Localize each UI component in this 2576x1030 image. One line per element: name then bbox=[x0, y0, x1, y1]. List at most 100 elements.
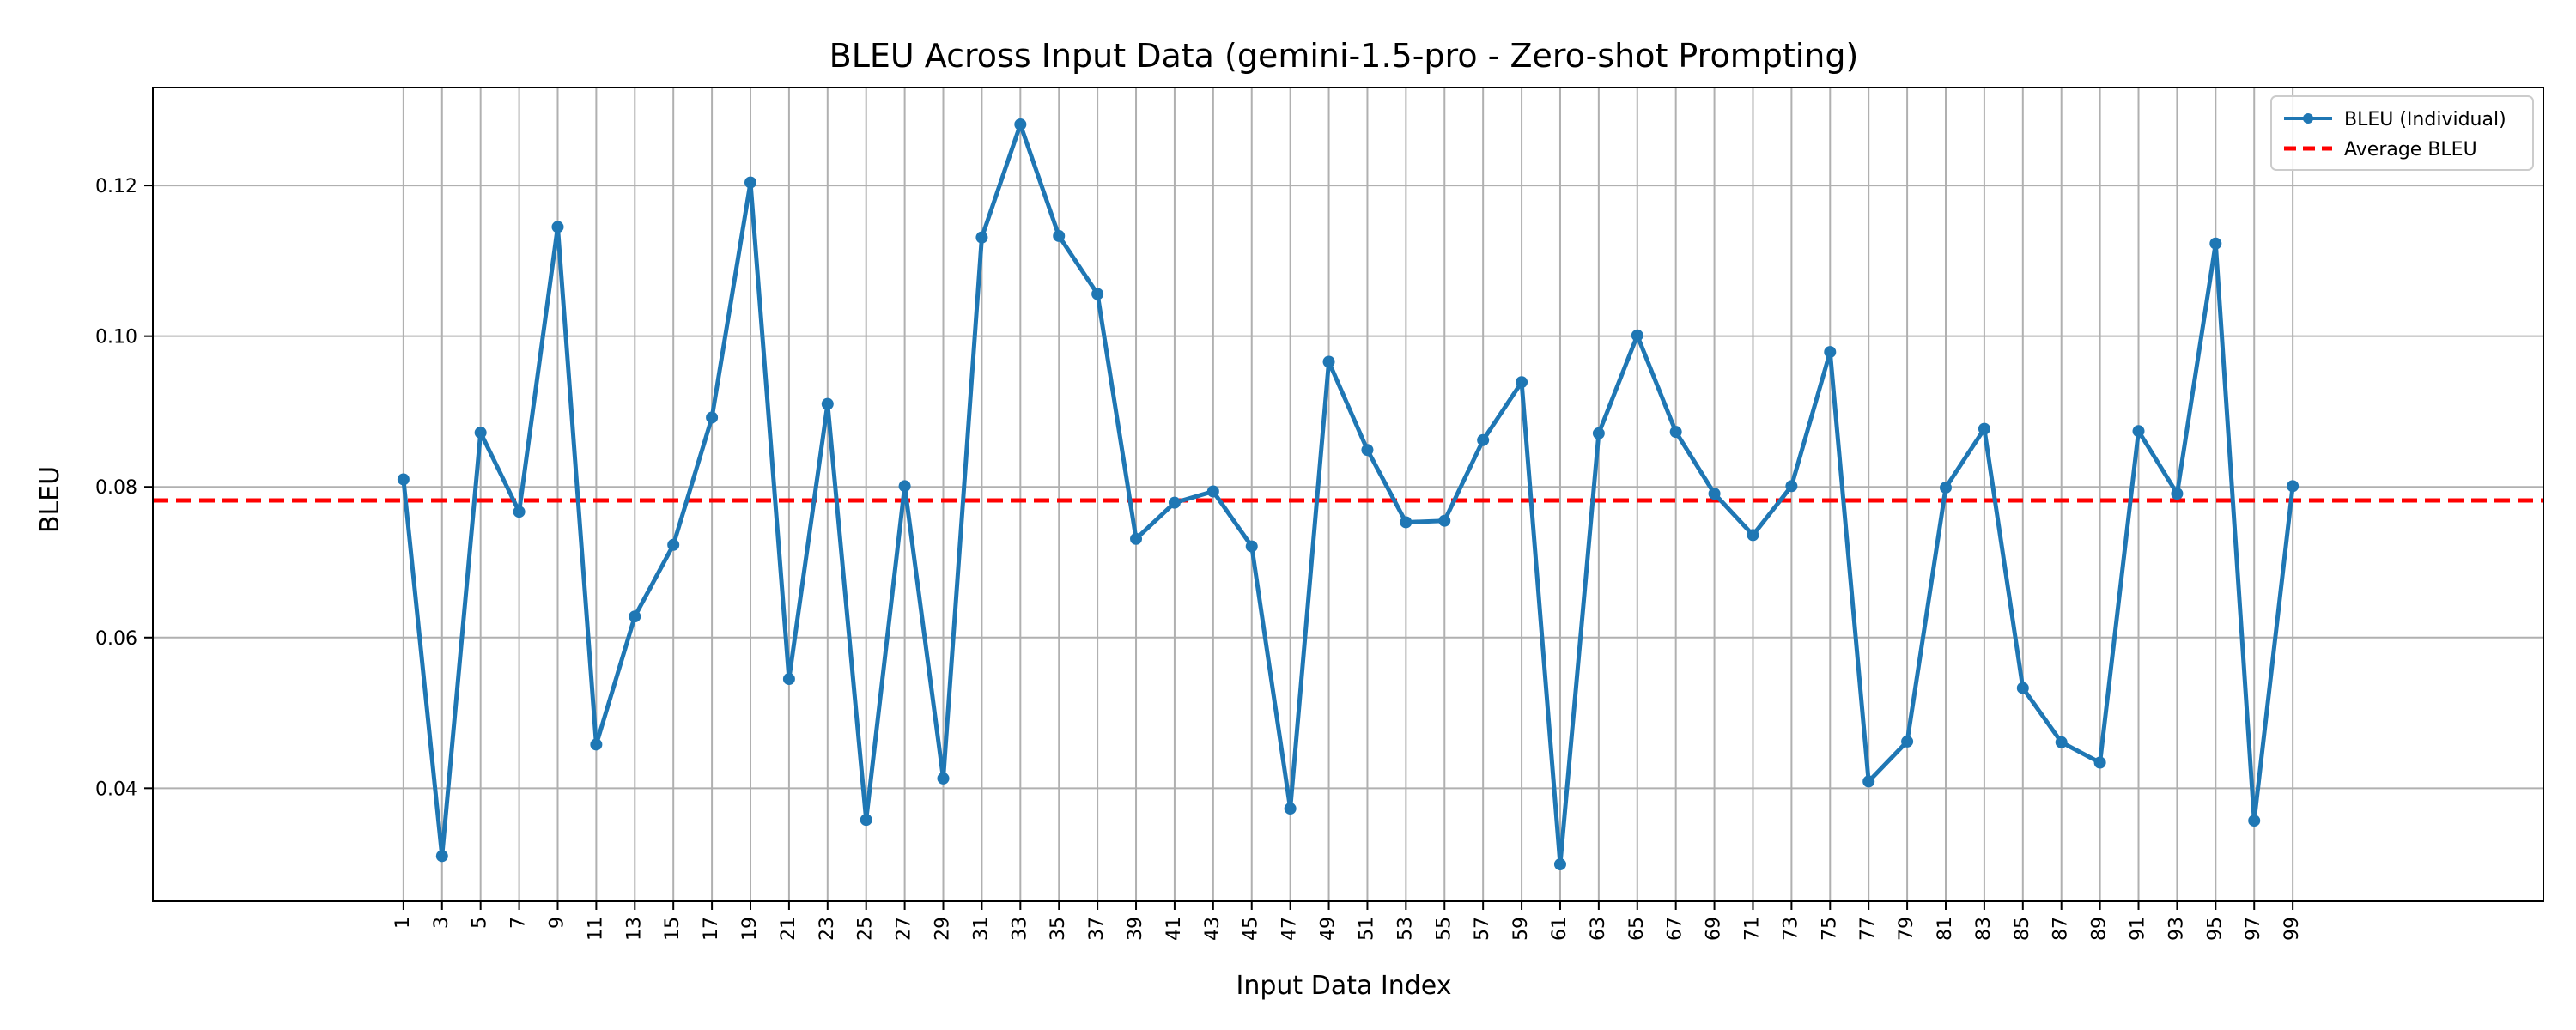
x-tick-label: 41 bbox=[1163, 917, 1185, 941]
bleu-data-point bbox=[1708, 488, 1721, 500]
x-tick-label: 47 bbox=[1279, 917, 1301, 941]
bleu-data-point bbox=[744, 176, 756, 189]
bleu-data-point bbox=[1361, 444, 1374, 457]
x-tick-label: 85 bbox=[2012, 917, 2033, 941]
x-tick-label: 29 bbox=[933, 917, 954, 941]
bleu-data-point bbox=[2132, 425, 2145, 438]
chart-title: BLEU Across Input Data (gemini-1.5-pro -… bbox=[829, 37, 1859, 75]
x-tick-label: 23 bbox=[817, 917, 838, 941]
x-tick-label: 89 bbox=[2089, 917, 2111, 941]
x-tick-label: 11 bbox=[585, 917, 606, 941]
bleu-data-point bbox=[1322, 355, 1335, 368]
bleu-data-point bbox=[898, 480, 911, 493]
bleu-data-point bbox=[2055, 736, 2068, 748]
bleu-data-point bbox=[513, 506, 526, 518]
bleu-data-point bbox=[1669, 426, 1682, 439]
x-tick-label: 3 bbox=[431, 917, 453, 929]
x-tick-label: 33 bbox=[1009, 917, 1030, 941]
bleu-data-point bbox=[1824, 346, 1837, 359]
legend-series-label: BLEU (Individual) bbox=[2344, 109, 2506, 130]
bleu-data-point bbox=[474, 427, 487, 439]
x-tick-label: 71 bbox=[1741, 917, 1763, 941]
x-tick-label: 63 bbox=[1588, 917, 1609, 941]
bleu-data-point bbox=[2093, 756, 2106, 769]
bleu-data-point bbox=[1400, 516, 1413, 529]
x-tick-label: 69 bbox=[1704, 917, 1725, 941]
x-tick-label: 31 bbox=[970, 917, 992, 941]
x-tick-label: 87 bbox=[2050, 917, 2072, 941]
x-tick-label: 81 bbox=[1935, 917, 1956, 941]
bleu-data-point bbox=[975, 231, 988, 244]
x-tick-label: 17 bbox=[701, 917, 722, 941]
bleu-data-point bbox=[2171, 488, 2184, 500]
bleu-data-point bbox=[1014, 118, 1027, 131]
x-tick-label: 49 bbox=[1318, 917, 1340, 941]
x-tick-label: 61 bbox=[1549, 917, 1571, 941]
x-tick-label: 51 bbox=[1356, 917, 1377, 941]
bleu-data-point bbox=[1245, 540, 1258, 553]
x-tick-label: 97 bbox=[2243, 917, 2264, 941]
y-axis-ticks: 0.04 0.06 0.08 0.10 0.12 bbox=[95, 176, 153, 800]
bleu-data-point bbox=[1747, 529, 1759, 542]
x-tick-label: 59 bbox=[1510, 917, 1532, 941]
x-tick-label: 21 bbox=[778, 917, 799, 941]
bleu-data-point bbox=[1284, 803, 1297, 815]
bleu-data-point bbox=[1862, 775, 1875, 788]
x-tick-label: 25 bbox=[855, 917, 877, 941]
bleu-data-point bbox=[782, 673, 795, 686]
bleu-data-point bbox=[706, 411, 719, 424]
series-layer bbox=[397, 118, 2300, 870]
y-tick-label: 0.12 bbox=[95, 176, 137, 197]
bleu-data-point bbox=[1438, 514, 1451, 527]
bleu-data-point bbox=[1168, 496, 1181, 509]
y-tick-label: 0.08 bbox=[95, 477, 137, 499]
x-tick-label: 95 bbox=[2204, 917, 2226, 941]
bleu-data-point bbox=[937, 772, 950, 785]
x-tick-label: 67 bbox=[1665, 917, 1686, 941]
x-tick-label: 5 bbox=[470, 917, 491, 929]
bleu-data-point bbox=[590, 738, 603, 751]
x-tick-label: 83 bbox=[1973, 917, 1995, 941]
x-tick-label: 37 bbox=[1086, 917, 1108, 941]
plot-frame bbox=[152, 87, 2544, 902]
bleu-data-point bbox=[821, 397, 834, 410]
bleu-data-point bbox=[397, 473, 410, 486]
bleu-data-point bbox=[1901, 735, 1914, 748]
legend-series-marker bbox=[2303, 113, 2313, 124]
bleu-data-point bbox=[1091, 288, 1104, 300]
x-tick-label: 35 bbox=[1048, 917, 1069, 941]
x-tick-label: 15 bbox=[662, 917, 683, 941]
bleu-data-point bbox=[1130, 532, 1143, 545]
bleu-data-point bbox=[1477, 433, 1490, 446]
x-tick-label: 27 bbox=[894, 917, 915, 941]
bleu-data-point bbox=[1631, 329, 1643, 342]
legend-box bbox=[2270, 95, 2534, 171]
bleu-data-point bbox=[667, 538, 680, 551]
bleu-data-point bbox=[1785, 480, 1798, 493]
x-tick-label: 19 bbox=[739, 917, 761, 941]
x-tick-label: 45 bbox=[1241, 917, 1262, 941]
x-tick-label: 13 bbox=[623, 917, 645, 941]
bleu-data-point bbox=[2287, 480, 2300, 493]
x-tick-label: 7 bbox=[508, 917, 530, 929]
x-tick-label: 43 bbox=[1202, 917, 1224, 941]
bleu-data-point bbox=[2248, 815, 2261, 827]
x-axis-ticks: 1 3 5 7 9 11 13 15 17 19 21 23 25 27 29 31 33 35 37 39 41 43 4… bbox=[392, 901, 2303, 941]
bleu-data-point bbox=[1592, 427, 1605, 439]
x-tick-label: 93 bbox=[2166, 917, 2187, 941]
bleu-data-point bbox=[2209, 237, 2222, 250]
bleu-data-point bbox=[551, 221, 564, 233]
bleu-data-point bbox=[1206, 485, 1219, 498]
bleu-data-point bbox=[2016, 682, 2029, 694]
legend: BLEU (Individual) Average BLEU bbox=[2270, 95, 2534, 171]
bleu-data-point bbox=[1516, 376, 1528, 389]
bleu-data-point bbox=[1978, 422, 1990, 435]
bleu-series-line bbox=[401, 122, 2295, 867]
x-tick-label: 77 bbox=[1857, 917, 1879, 941]
x-tick-label: 9 bbox=[546, 917, 568, 929]
x-tick-label: 91 bbox=[2128, 917, 2149, 941]
bleu-data-point bbox=[435, 850, 448, 863]
y-axis-label: BLEU bbox=[35, 466, 65, 533]
